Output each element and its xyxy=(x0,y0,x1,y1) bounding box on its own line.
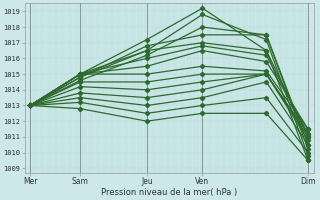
X-axis label: Pression niveau de la mer( hPa ): Pression niveau de la mer( hPa ) xyxy=(101,188,237,197)
